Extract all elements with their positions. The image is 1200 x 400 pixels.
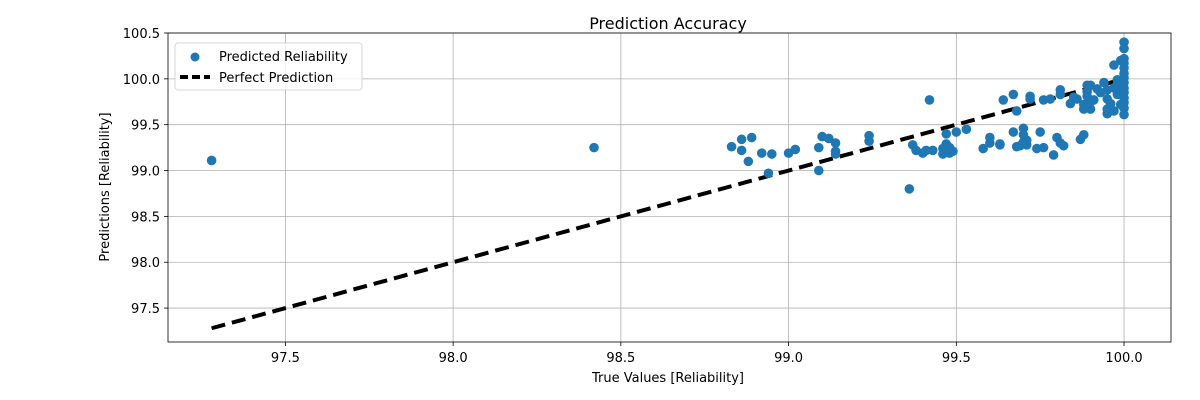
legend-marker-predicted [190, 52, 200, 62]
perfect-prediction-line [211, 76, 1125, 331]
data-point [1008, 89, 1019, 100]
x-tick-label: 97.5 [271, 351, 300, 366]
data-point [1099, 77, 1109, 88]
data-point [756, 148, 767, 158]
data-point [1045, 94, 1056, 104]
legend: Predicted Reliability Perfect Prediction [174, 42, 363, 91]
x-tick-label: 98.0 [439, 351, 468, 366]
scatter-points-layer [206, 37, 1129, 194]
data-point [206, 155, 217, 166]
data-point [746, 132, 757, 143]
y-tick-label: 99.5 [131, 119, 160, 134]
data-point [1089, 95, 1099, 105]
data-point [1078, 129, 1089, 140]
data-point [1109, 106, 1119, 116]
data-point [1025, 94, 1035, 104]
data-point [978, 143, 988, 154]
data-point [961, 124, 972, 135]
data-point [726, 141, 737, 152]
data-point [813, 142, 824, 153]
data-point [1085, 104, 1096, 114]
data-point [921, 145, 931, 156]
data-point [830, 138, 841, 148]
data-point [928, 145, 938, 156]
x-tick-label: 99.5 [942, 351, 971, 366]
data-point [1109, 60, 1119, 70]
data-point [1021, 140, 1032, 150]
data-point [904, 184, 915, 194]
x-axis-ticks: 97.5 98.0 98.5 99.0 99.5 100.0 [271, 342, 1143, 366]
data-point [743, 156, 754, 167]
data-point [1119, 43, 1129, 54]
data-point [924, 95, 935, 105]
data-point [736, 134, 747, 145]
data-point [1055, 89, 1066, 100]
data-point [1035, 127, 1045, 137]
x-tick-label: 98.5 [606, 351, 635, 366]
y-axis-label: Predictions [Reliability] [98, 112, 113, 261]
perfect-prediction-line-layer [211, 76, 1125, 331]
data-point [1105, 98, 1116, 109]
y-axis-ticks: 97.5 98.0 98.5 99.0 99.5 100.0 100.5 [123, 27, 168, 317]
x-tick-label: 99.0 [774, 351, 803, 366]
data-point [985, 132, 995, 143]
data-point [763, 168, 774, 179]
legend-box [174, 42, 363, 91]
data-point [767, 149, 777, 159]
legend-label-perfect: Perfect Prediction [219, 71, 333, 86]
data-point [790, 144, 801, 155]
data-point [998, 95, 1009, 105]
data-point [1058, 140, 1069, 151]
chart-title: Prediction Accuracy [589, 14, 747, 33]
data-point [941, 129, 952, 139]
y-tick-label: 98.0 [131, 256, 160, 271]
data-point [948, 146, 958, 157]
data-point [1011, 106, 1022, 116]
data-point [1072, 94, 1082, 104]
data-point [1008, 127, 1019, 137]
data-point [951, 127, 962, 137]
data-point [813, 165, 824, 176]
data-point [824, 133, 834, 144]
data-point [736, 145, 747, 156]
y-tick-label: 99.0 [131, 165, 160, 180]
x-tick-label: 100.0 [1105, 351, 1142, 366]
y-tick-label: 100.5 [123, 27, 160, 42]
data-point [1048, 150, 1059, 160]
data-point [1038, 142, 1049, 153]
plot-frame [167, 32, 1172, 343]
data-point [1119, 109, 1129, 120]
y-tick-label: 97.5 [131, 302, 160, 317]
legend-label-predicted: Predicted Reliability [219, 50, 348, 65]
y-tick-label: 98.5 [131, 210, 160, 225]
x-axis-label: True Values [Reliability] [591, 371, 744, 386]
y-tick-label: 100.0 [123, 73, 160, 88]
data-point [830, 149, 841, 159]
data-point [995, 139, 1005, 149]
data-point [589, 142, 599, 153]
data-point [864, 136, 874, 146]
